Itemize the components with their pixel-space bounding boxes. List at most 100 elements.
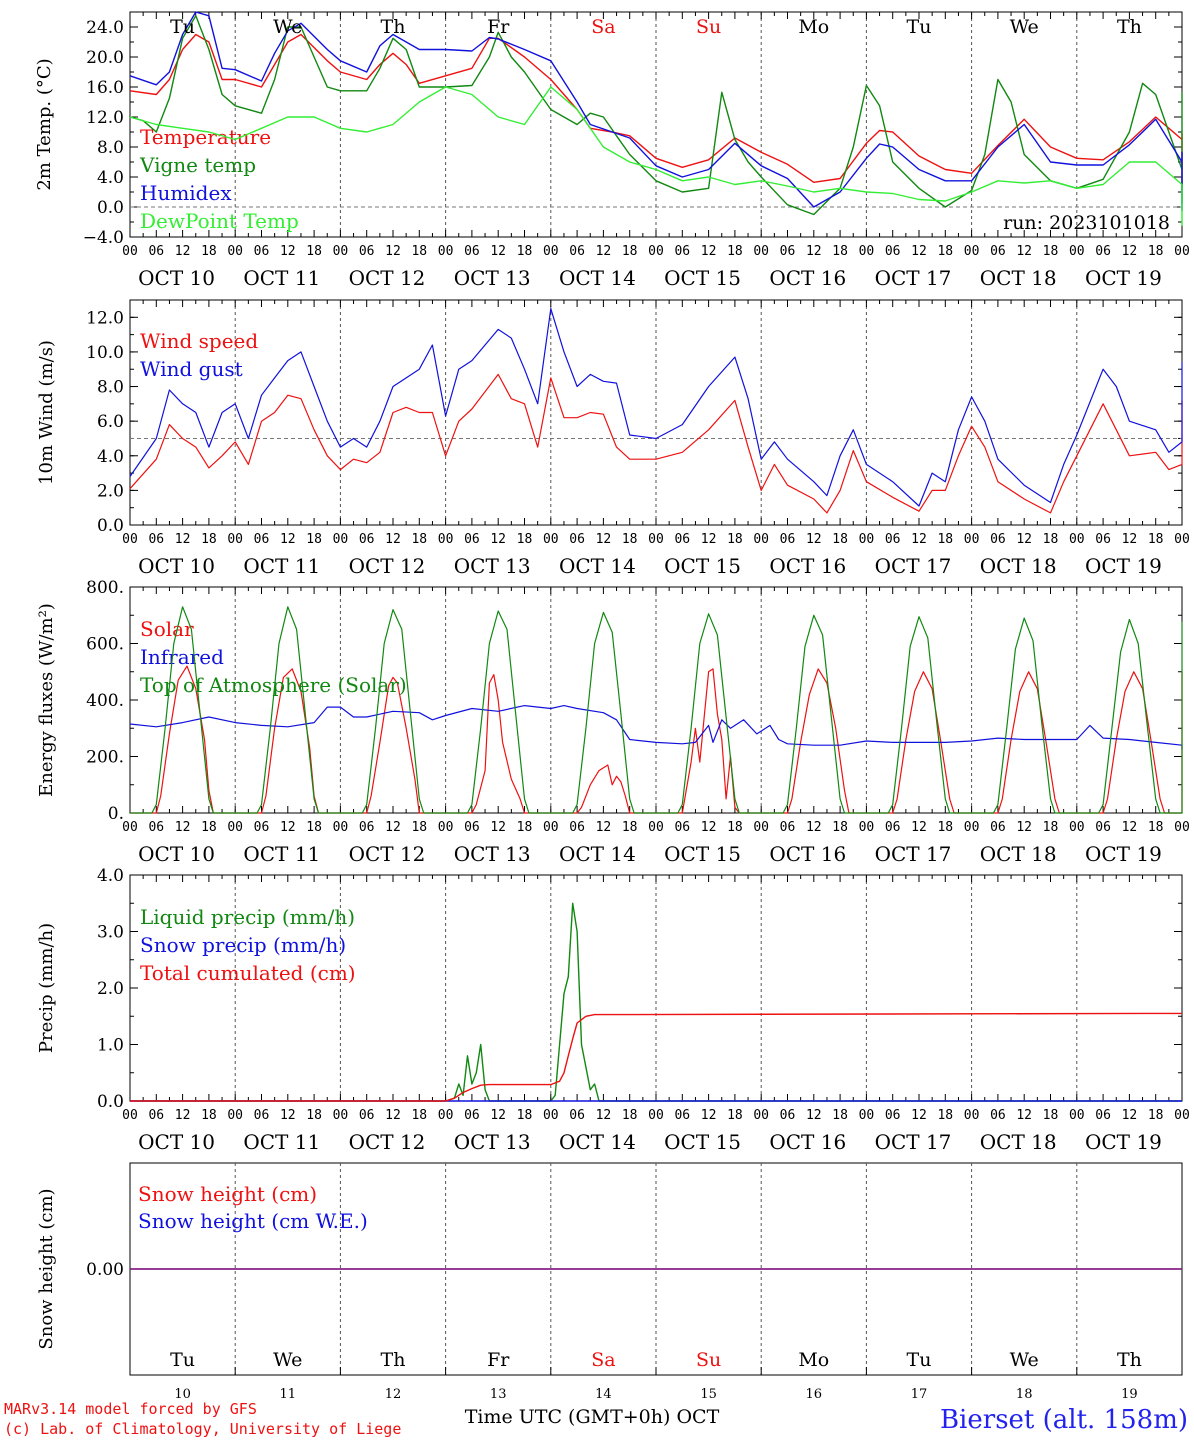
hour-tick-label: 18 (306, 244, 322, 259)
hour-tick-label: 00 (543, 820, 559, 835)
y-tick-label: 12.0 (86, 108, 124, 128)
y-tick-label: 8.0 (97, 138, 124, 158)
y-tick-label: −4.0 (83, 228, 124, 248)
hour-tick-label: 00 (648, 820, 664, 835)
weekday-label: Th (1117, 1349, 1142, 1371)
hour-tick-label: 18 (832, 820, 848, 835)
y-tick-label: 1.0 (97, 1036, 124, 1056)
hour-tick-label: 06 (148, 1108, 164, 1123)
date-label: OCT 13 (454, 554, 531, 578)
hour-tick-label: 00 (438, 244, 454, 259)
hour-tick-label: 06 (359, 532, 375, 547)
y-tick-label: 4.0 (97, 168, 124, 188)
legend-entry: Temperature (140, 125, 271, 149)
hour-tick-label: 12 (385, 820, 401, 835)
hour-tick-label: 12 (596, 820, 612, 835)
hour-tick-label: 18 (727, 820, 743, 835)
hour-tick-label: 06 (464, 244, 480, 259)
hour-tick-label: 12 (911, 532, 927, 547)
weekday-label: Tu (907, 1349, 932, 1371)
series-line-blue (129, 704, 1183, 751)
hour-tick-label: 12 (175, 532, 191, 547)
hour-tick-label: 06 (148, 820, 164, 835)
meteogram-panels: 24.0 20.0 16.0 12.0 8.0 4.0 0.0 −4.0 2m Temp. (°… (34, 11, 1190, 1402)
date-label: OCT 10 (138, 1130, 215, 1154)
hour-tick-label: 12 (806, 532, 822, 547)
hour-tick-label: 18 (832, 532, 848, 547)
y-tick-label: 0.0 (97, 1092, 124, 1112)
hour-tick-label: 06 (780, 532, 796, 547)
y-tick-label: 200. (86, 748, 124, 768)
hour-tick-label: 06 (780, 244, 796, 259)
weekday-label: Th (1117, 16, 1142, 38)
y-tick-label: 12.0 (86, 308, 124, 328)
hour-tick-label: 00 (1174, 820, 1190, 835)
hour-tick-label: 12 (175, 820, 191, 835)
date-label: OCT 16 (769, 554, 846, 578)
weekday-label: Fr (487, 1349, 510, 1371)
hour-tick-label: 18 (517, 244, 533, 259)
hour-tick-label: 06 (674, 244, 690, 259)
hour-tick-label: 18 (832, 244, 848, 259)
hour-tick-label: 06 (1095, 532, 1111, 547)
hour-tick-label: 12 (911, 1108, 927, 1123)
hour-tick-label: 00 (122, 1108, 138, 1123)
footer-credit-lab: (c) Lab. of Climatology, University of L… (4, 1420, 401, 1438)
hour-tick-label: 18 (937, 244, 953, 259)
hour-tick-label: 12 (385, 532, 401, 547)
hour-tick-label: 00 (333, 532, 349, 547)
date-label: OCT 14 (559, 842, 636, 866)
hour-tick-label: 12 (490, 1108, 506, 1123)
hour-tick-label: 18 (306, 532, 322, 547)
weekday-label: Mo (798, 16, 829, 38)
hour-tick-label: 18 (1043, 532, 1059, 547)
date-label: OCT 15 (664, 842, 741, 866)
hour-tick-label: 06 (569, 820, 585, 835)
legend-entry: Wind speed (140, 329, 258, 353)
hour-tick-label: 18 (1043, 1108, 1059, 1123)
hour-tick-label: 00 (438, 1108, 454, 1123)
hour-tick-label: 00 (1174, 1108, 1190, 1123)
panel-frame (129, 299, 1183, 526)
hour-tick-label: 06 (569, 244, 585, 259)
date-label: OCT 19 (1085, 842, 1162, 866)
date-label: OCT 15 (664, 1130, 741, 1154)
y-axis-title: 2m Temp. (°C) (34, 58, 55, 190)
date-label: OCT 19 (1085, 266, 1162, 290)
footer-credit-model: MARv3.14 model forced by GFS (4, 1400, 257, 1418)
y-axis-title: Snow height (cm) (36, 1188, 57, 1349)
hour-tick-label: 18 (832, 1108, 848, 1123)
panel-4: 4.0 3.0 2.0 1.0 0.0 Precip (mm/h) Liquid preci… (36, 866, 1190, 1154)
hour-tick-label: 06 (885, 244, 901, 259)
day-number-label: 16 (806, 1387, 823, 1402)
date-label: OCT 12 (349, 266, 426, 290)
hour-tick-label: 06 (254, 820, 270, 835)
weekday-label: Th (381, 16, 406, 38)
hour-tick-label: 12 (280, 1108, 296, 1123)
hour-tick-label: 00 (964, 820, 980, 835)
hour-tick-label: 12 (175, 244, 191, 259)
legend-entry: Top of Atmosphere (Solar) (140, 673, 407, 697)
hour-tick-label: 06 (885, 1108, 901, 1123)
y-tick-label: 4.0 (97, 447, 124, 467)
date-label: OCT 18 (980, 1130, 1057, 1154)
series-line-green (130, 606, 1183, 814)
hour-tick-label: 00 (648, 532, 664, 547)
weekday-label: Mo (798, 1349, 829, 1371)
hour-tick-label: 06 (990, 1108, 1006, 1123)
hour-tick-label: 00 (227, 244, 243, 259)
hour-tick-label: 00 (543, 532, 559, 547)
hour-tick-label: 18 (727, 244, 743, 259)
hour-tick-label: 12 (911, 820, 927, 835)
hour-tick-label: 12 (806, 244, 822, 259)
date-label: OCT 10 (138, 266, 215, 290)
series-line-green (129, 15, 1183, 216)
date-label: OCT 17 (875, 554, 952, 578)
hour-tick-label: 06 (885, 532, 901, 547)
y-tick-label: 4.0 (97, 866, 124, 886)
hour-tick-label: 06 (1095, 244, 1111, 259)
date-label: OCT 18 (980, 842, 1057, 866)
weekday-label: Th (381, 1349, 406, 1371)
hour-tick-label: 00 (1069, 244, 1085, 259)
hour-tick-label: 12 (1122, 820, 1138, 835)
